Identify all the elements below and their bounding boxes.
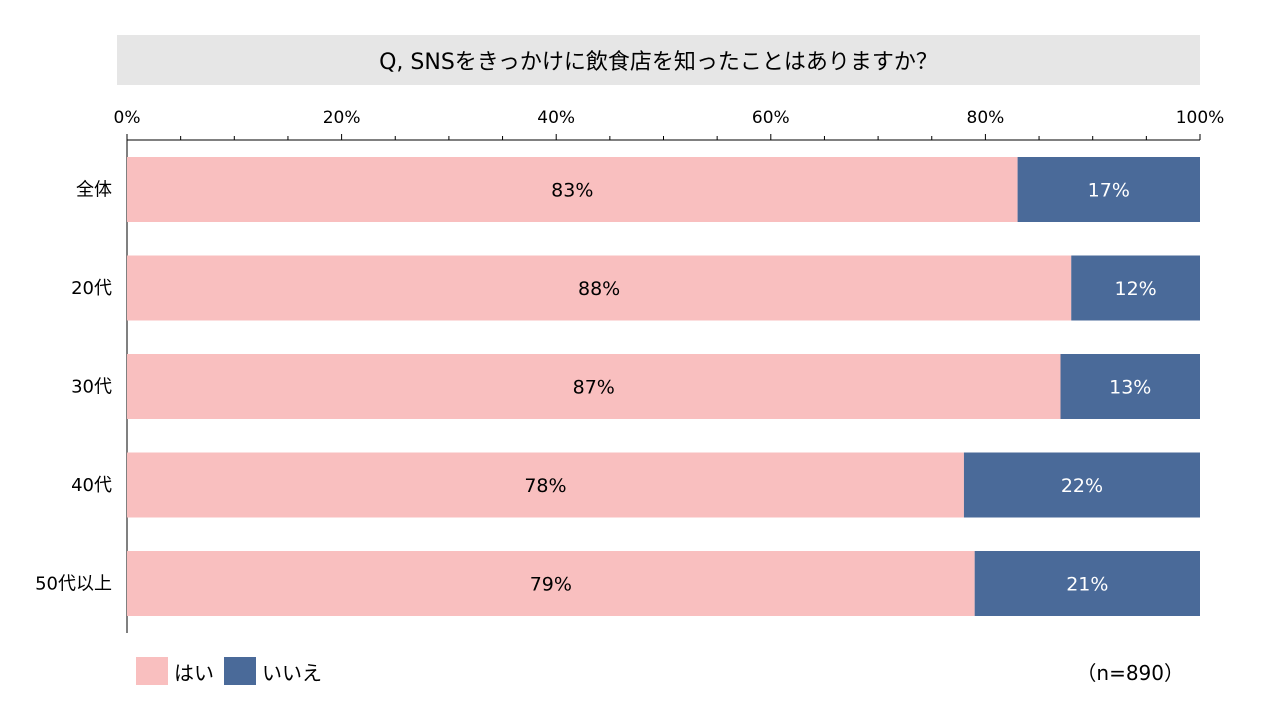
x-tick-label: 40%: [537, 108, 575, 128]
x-tick-label: 60%: [752, 108, 790, 128]
data-label-no: 13%: [1109, 377, 1151, 399]
data-label-yes: 87%: [573, 377, 615, 399]
bar-segment-no: [1060, 354, 1200, 419]
bar-segment-yes: [127, 157, 1018, 222]
legend-swatch-yes: [136, 657, 168, 685]
x-tick-label: 20%: [323, 108, 361, 128]
bar-segment-yes: [127, 354, 1061, 419]
data-label-no: 22%: [1061, 475, 1103, 497]
bar-segment-no: [1017, 157, 1200, 222]
x-tick-label: 80%: [967, 108, 1005, 128]
data-label-yes: 78%: [524, 475, 566, 497]
bar-segment-yes: [127, 255, 1072, 321]
data-label-no: 17%: [1088, 180, 1130, 202]
category-label: 全体: [76, 180, 112, 201]
legend-item-yes: はい: [136, 657, 214, 686]
category-label: 20代: [71, 278, 112, 299]
legend-label-yes: はい: [174, 660, 214, 685]
sample-size-note: （n=890）: [1076, 661, 1184, 685]
data-label-no: 12%: [1115, 278, 1157, 300]
legend-item-no: いいえ: [224, 657, 322, 686]
data-label-yes: 79%: [530, 574, 572, 596]
category-label: 30代: [71, 377, 112, 398]
bar-segment-yes: [127, 551, 975, 616]
bar-segment-no: [963, 452, 1200, 518]
x-tick-label: 0%: [114, 108, 141, 128]
data-label-no: 21%: [1066, 574, 1108, 596]
chart-title: Q, SNSをきっかけに飲食店を知ったことはありますか？: [117, 35, 1200, 85]
x-tick-label: 100%: [1176, 108, 1225, 128]
bar-segment-no: [1071, 255, 1200, 321]
bar-segment-no: [974, 551, 1200, 616]
legend-label-no: いいえ: [262, 660, 322, 685]
data-label-yes: 83%: [551, 180, 593, 202]
category-label: 40代: [71, 475, 112, 496]
legend-swatch-no: [224, 657, 256, 685]
category-label: 50代以上: [35, 574, 112, 595]
data-label-yes: 88%: [578, 278, 620, 300]
chart-title-text: Q, SNSをきっかけに飲食店を知ったことはありますか？: [379, 50, 938, 75]
bar-segment-yes: [127, 452, 964, 518]
legend: はい いいえ: [136, 656, 332, 686]
